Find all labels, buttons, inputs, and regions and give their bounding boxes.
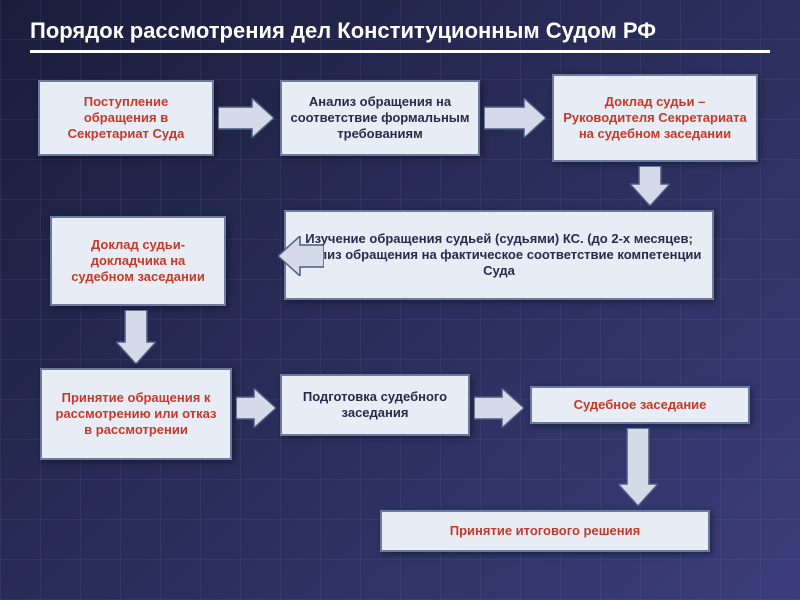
node-formal-analysis: Анализ обращения на соответствие формаль… — [280, 80, 480, 156]
node-label: Доклад судьи – Руководителя Секретариата… — [562, 94, 748, 143]
diagram-title: Порядок рассмотрения дел Конституционным… — [30, 18, 770, 53]
node-final-decision: Принятие итогового решения — [380, 510, 710, 552]
node-accept-or-refuse: Принятие обращения к рассмотрению или от… — [40, 368, 232, 460]
node-label: Поступление обращения в Секретариат Суда — [48, 94, 204, 143]
arrow — [218, 98, 274, 138]
arrow — [618, 428, 658, 506]
node-study: Изучение обращения судьей (судьями) КС. … — [284, 210, 714, 300]
node-prepare-hearing: Подготовка судебного заседания — [280, 374, 470, 436]
node-head-report: Доклад судьи – Руководителя Секретариата… — [552, 74, 758, 162]
node-label: Доклад судьи-докладчика на судебном засе… — [60, 237, 216, 286]
node-hearing: Судебное заседание — [530, 386, 750, 424]
node-label: Принятие итогового решения — [450, 523, 640, 539]
arrow — [474, 388, 524, 428]
arrow — [484, 98, 546, 138]
node-intake: Поступление обращения в Секретариат Суда — [38, 80, 214, 156]
node-rapporteur-report: Доклад судьи-докладчика на судебном засе… — [50, 216, 226, 306]
node-label: Анализ обращения на соответствие формаль… — [290, 94, 470, 143]
arrow — [116, 310, 156, 364]
node-label: Судебное заседание — [574, 397, 707, 413]
node-label: Принятие обращения к рассмотрению или от… — [50, 390, 222, 439]
arrow — [630, 166, 670, 206]
node-label: Изучение обращения судьей (судьями) КС. … — [294, 231, 704, 280]
node-label: Подготовка судебного заседания — [290, 389, 460, 422]
arrow — [236, 388, 276, 428]
